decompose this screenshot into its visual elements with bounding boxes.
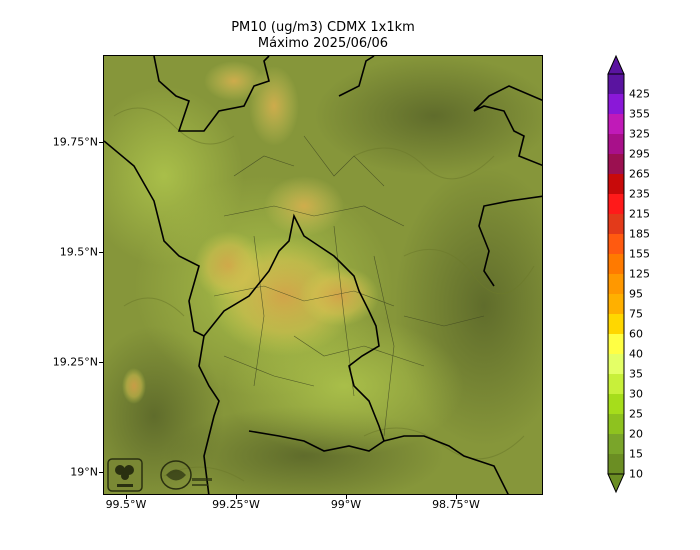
x-axis-label: 99.5°W bbox=[105, 498, 147, 511]
colorbar-segment bbox=[608, 214, 624, 234]
sedema-logo-icon bbox=[107, 458, 143, 494]
colorbar-segment bbox=[608, 254, 624, 274]
colorbar-segment bbox=[608, 274, 624, 294]
colorbar-label: 75 bbox=[629, 307, 643, 321]
y-tick bbox=[99, 142, 103, 143]
colorbar-segment bbox=[608, 234, 624, 254]
colorbar-label: 95 bbox=[629, 287, 643, 301]
colorbar-label: 10 bbox=[629, 467, 643, 481]
colorbar-segment bbox=[608, 334, 624, 354]
colorbar-label: 155 bbox=[629, 247, 650, 261]
colorbar-segment bbox=[608, 454, 624, 474]
colorbar-segment bbox=[608, 94, 624, 114]
colorbar-label: 355 bbox=[629, 107, 650, 121]
colorbar-label: 235 bbox=[629, 187, 650, 201]
x-axis-label: 98.75°W bbox=[432, 498, 480, 511]
colorbar-segment bbox=[608, 134, 624, 154]
colorbar bbox=[607, 54, 625, 494]
y-tick bbox=[99, 472, 103, 473]
x-tick bbox=[126, 495, 127, 499]
colorbar-segment bbox=[608, 314, 624, 334]
map-panel bbox=[103, 55, 543, 495]
colorbar-label: 25 bbox=[629, 407, 643, 421]
colorbar-label: 30 bbox=[629, 387, 643, 401]
y-tick bbox=[99, 252, 103, 253]
colorbar-segment bbox=[608, 194, 624, 214]
x-tick bbox=[236, 495, 237, 499]
y-tick bbox=[99, 362, 103, 363]
colorbar-segment bbox=[608, 434, 624, 454]
colorbar-extend-bottom bbox=[607, 473, 625, 494]
colorbar-label: 425 bbox=[629, 87, 650, 101]
colorbar-label: 40 bbox=[629, 347, 643, 361]
colorbar-segment bbox=[608, 294, 624, 314]
x-axis-label: 99°W bbox=[330, 498, 362, 511]
colorbar-segment bbox=[608, 374, 624, 394]
y-axis-label: 19.25°N bbox=[52, 355, 98, 369]
y-axis-label: 19.75°N bbox=[52, 135, 98, 149]
aire-logo-icon bbox=[156, 458, 214, 494]
colorbar-label: 265 bbox=[629, 167, 650, 181]
x-tick bbox=[456, 495, 457, 499]
colorbar-label: 125 bbox=[629, 267, 650, 281]
colorbar-label: 20 bbox=[629, 427, 643, 441]
map-image bbox=[104, 56, 542, 494]
map-title: PM10 (ug/m3) CDMX 1x1km bbox=[231, 20, 415, 35]
map-subtitle: Máximo 2025/06/06 bbox=[257, 36, 389, 51]
y-axis-label: 19°N bbox=[70, 465, 98, 479]
colorbar-segment bbox=[608, 174, 624, 194]
colorbar-label: 215 bbox=[629, 207, 650, 221]
colorbar-label: 295 bbox=[629, 147, 650, 161]
x-tick bbox=[346, 495, 347, 499]
colorbar-segment bbox=[608, 394, 624, 414]
colorbar-label: 15 bbox=[629, 447, 643, 461]
colorbar-extend-top bbox=[607, 54, 625, 75]
x-axis-label: 99.25°W bbox=[212, 498, 260, 511]
colorbar-segment bbox=[608, 114, 624, 134]
colorbar-label: 35 bbox=[629, 367, 643, 381]
colorbar-label: 325 bbox=[629, 127, 650, 141]
colorbar-segment bbox=[608, 414, 624, 434]
colorbar-segment bbox=[608, 74, 624, 94]
colorbar-label: 60 bbox=[629, 327, 643, 341]
colorbar-segment bbox=[608, 354, 624, 374]
colorbar-label: 185 bbox=[629, 227, 650, 241]
y-axis-label: 19.5°N bbox=[59, 245, 98, 259]
colorbar-segment bbox=[608, 154, 624, 174]
